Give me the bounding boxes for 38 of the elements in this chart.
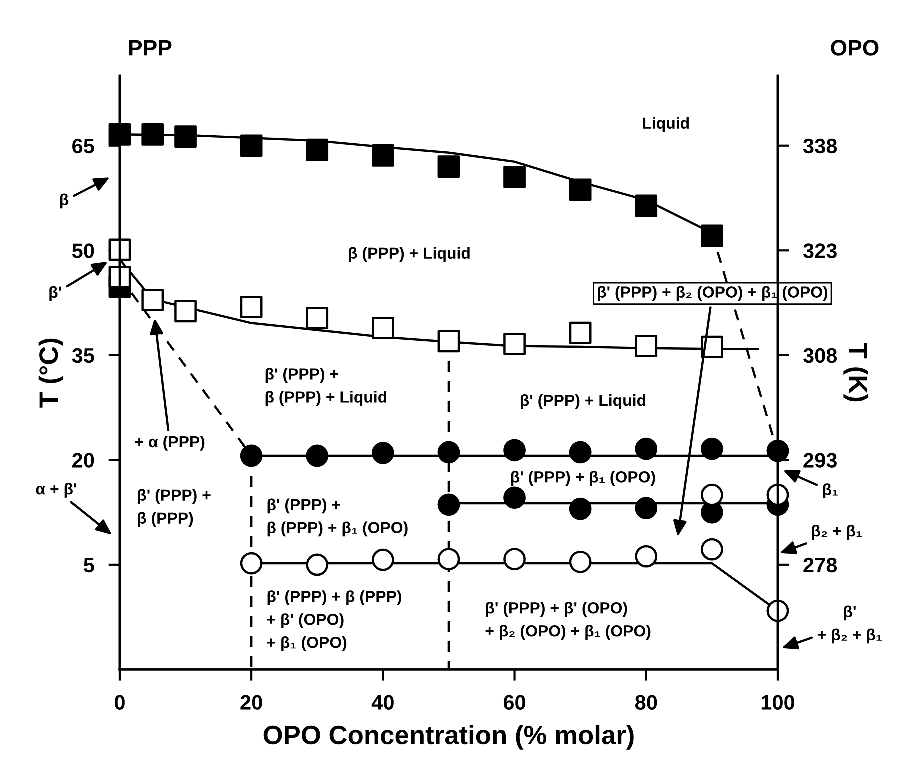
y-tick-label: 20: [72, 453, 94, 468]
y2-tick-label: 308: [803, 348, 838, 364]
text: β₁: [823, 484, 838, 499]
y-tick-label: 50: [72, 244, 94, 258]
y-tick-label: 35: [72, 348, 94, 364]
text: PPP: [129, 40, 172, 56]
x-tick-label: 40: [372, 695, 394, 710]
text: β: [60, 194, 69, 209]
y-axis-title: T (°C): [38, 338, 64, 408]
annotation: β' (PPP) + β' (OPO) + β₂ (OPO) + β₁ (OPO): [486, 602, 651, 640]
x-tick-label: 80: [635, 695, 658, 710]
text: α + β': [36, 483, 76, 498]
x-tick-label: 100: [762, 695, 795, 710]
annotation: β' (PPP) + Liquid: [520, 394, 646, 410]
x-axis-title: OPO Concentration (% molar): [264, 725, 634, 750]
x-tick-label: 60: [504, 695, 526, 710]
annotation: β' (PPP) + β (PPP) + Liquid: [266, 368, 387, 406]
annotation: + α (PPP): [135, 436, 205, 451]
text: β': [50, 286, 62, 302]
y2-tick-label: 323: [803, 244, 837, 258]
annotation: β' (PPP) + β₁ (OPO): [511, 471, 656, 486]
y2-axis-title: T (K): [844, 343, 868, 402]
x-tick-label: 20: [240, 695, 262, 710]
y-tick-label: 65: [72, 138, 94, 154]
y-tick-label: 5: [84, 558, 94, 573]
x-tick-label: 0: [114, 695, 125, 710]
y2-tick-label: 278: [804, 558, 838, 573]
text: OPO: [831, 40, 879, 56]
annotation: β (PPP) + Liquid: [349, 247, 470, 262]
annotation: Liquid: [643, 117, 690, 132]
annotation: β' (PPP) + β (PPP) + β' (OPO) + β₁ (OPO): [267, 590, 402, 652]
y2-tick-label: 293: [804, 453, 837, 468]
y2-tick-label: 338: [803, 138, 838, 154]
annotation: β' (PPP) + β (PPP): [138, 489, 211, 528]
text: β' + β₂ + β₁: [818, 606, 882, 644]
annotation: β' (PPP) + β (PPP) + β₁ (OPO): [268, 498, 408, 537]
annotation: β' (PPP) + β₂ (OPO) + β₁ (OPO): [598, 286, 828, 302]
text: β₂ + β₁: [812, 525, 862, 540]
